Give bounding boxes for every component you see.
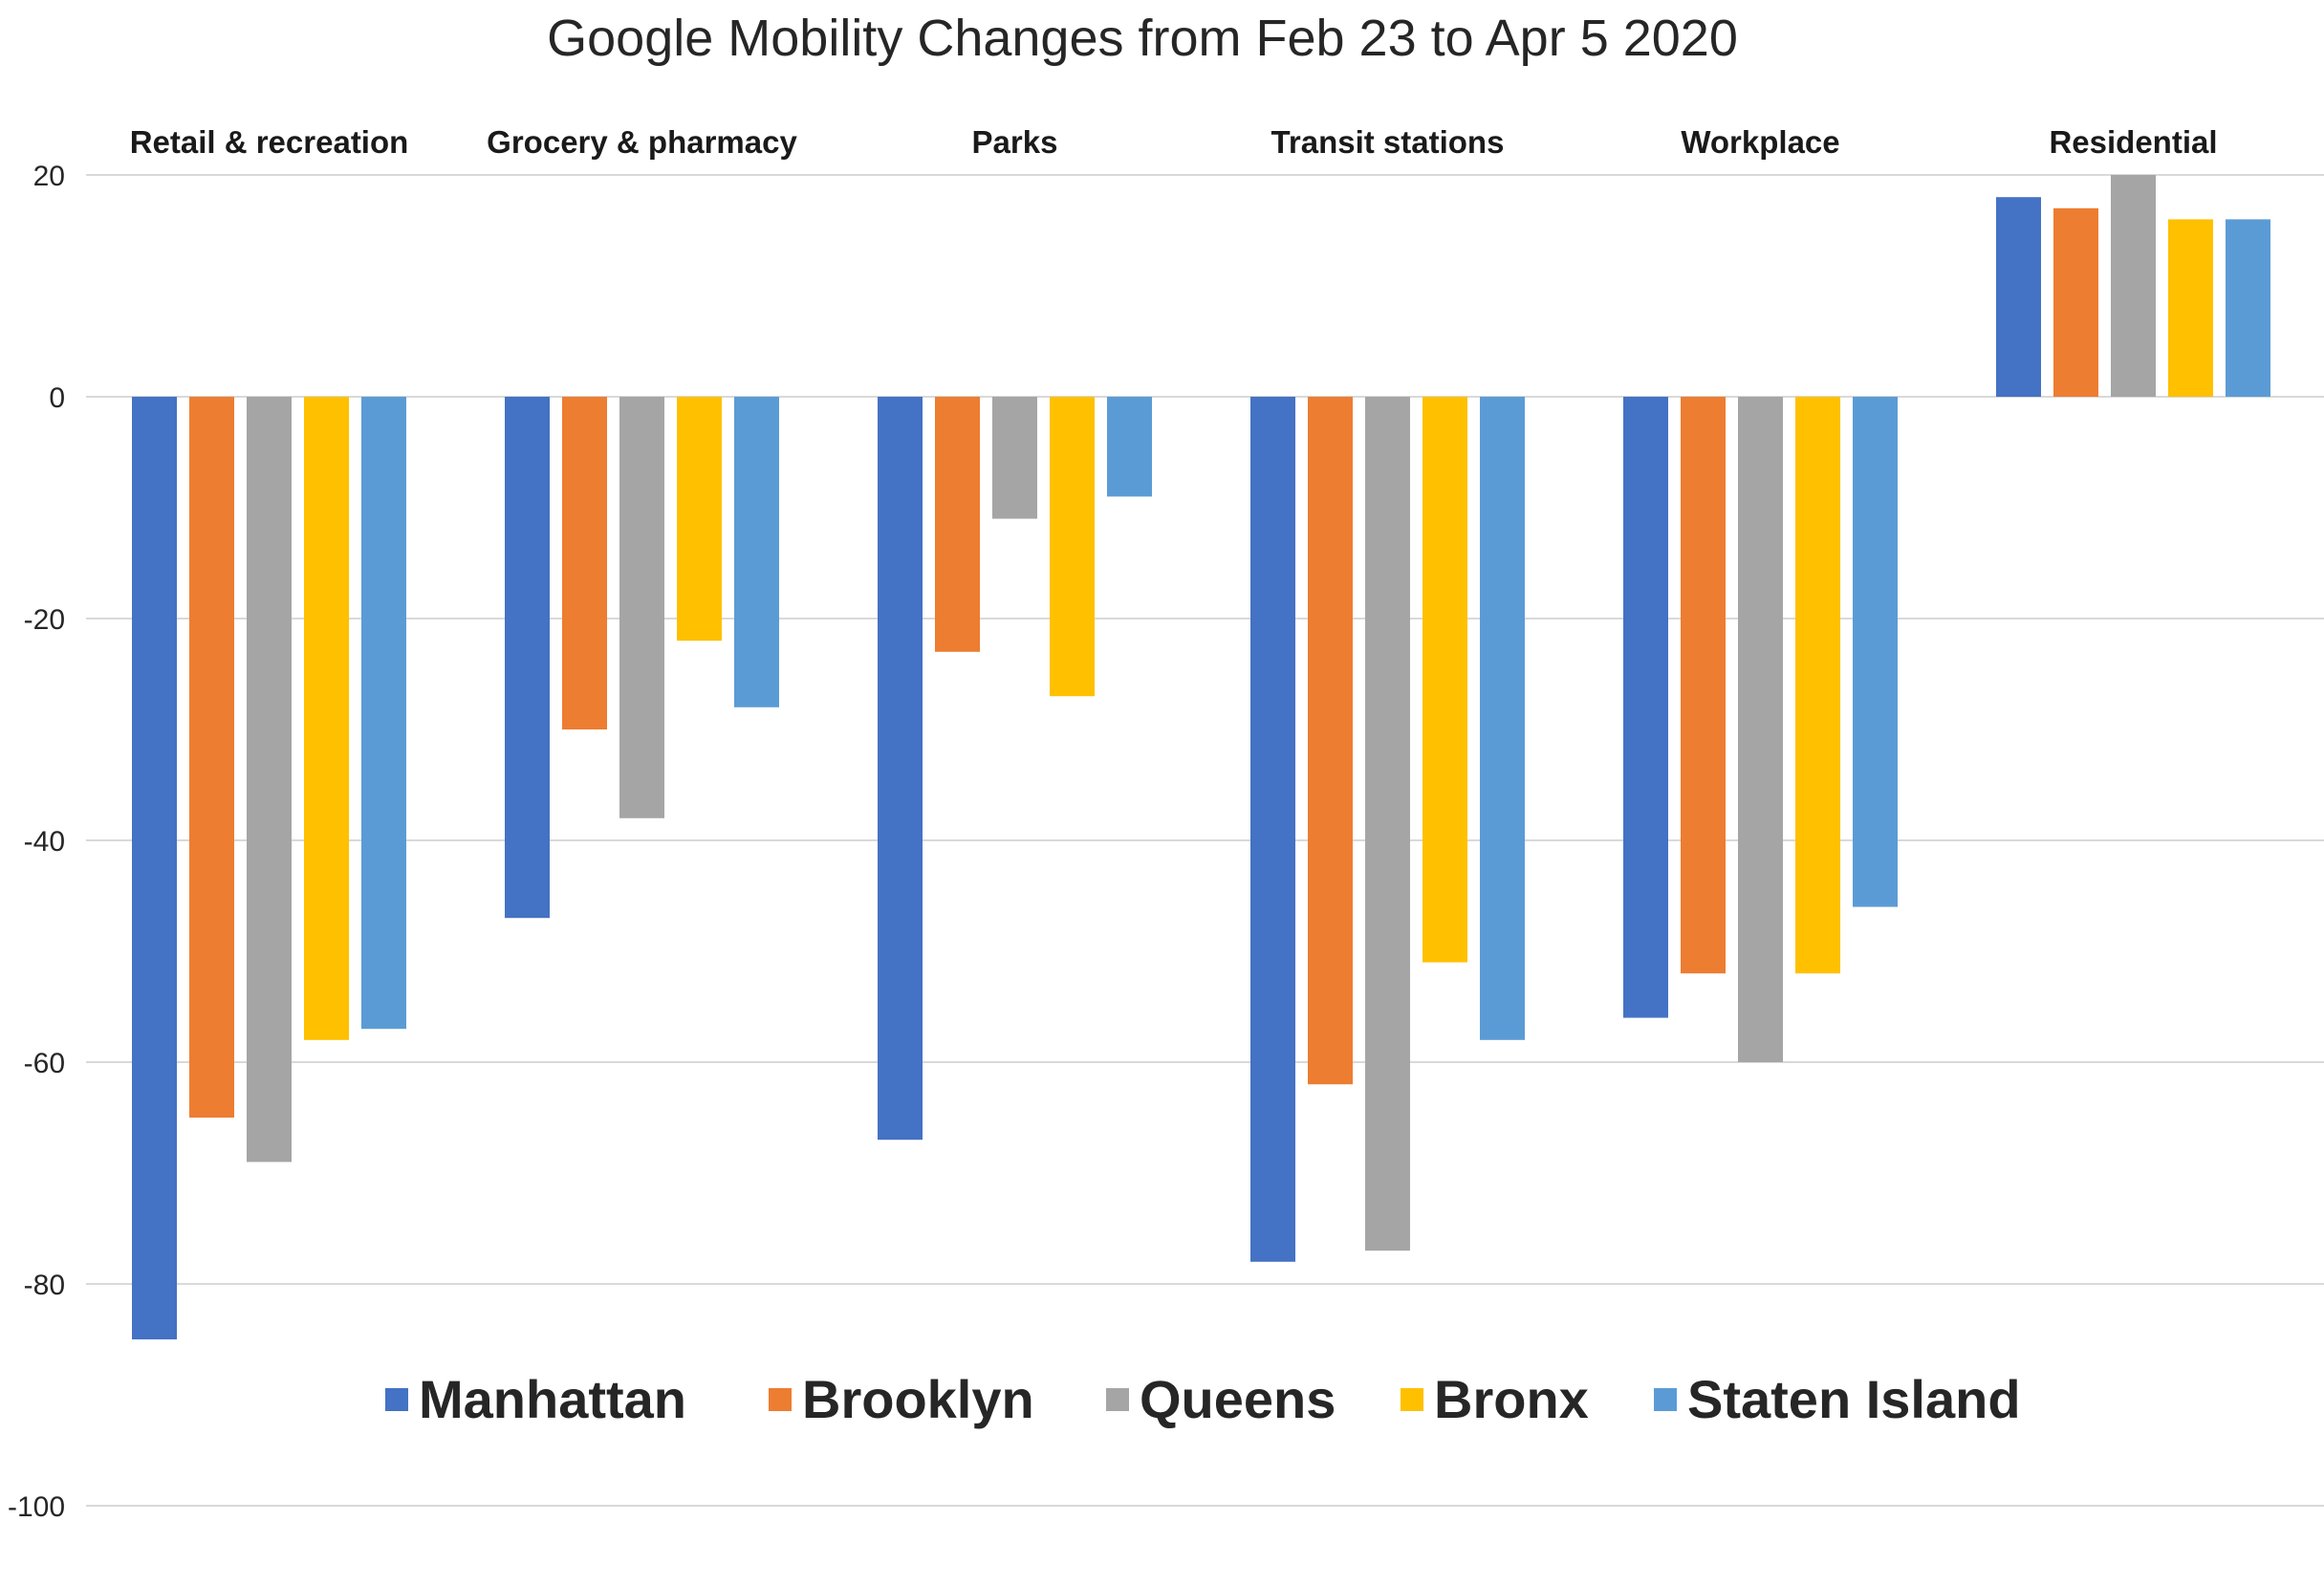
legend-label-brooklyn: Brooklyn: [802, 1369, 1034, 1429]
bar-bronx-transit-stations: [1423, 397, 1467, 963]
bar-brooklyn-parks: [935, 397, 980, 652]
bar-manhattan-transit-stations: [1250, 397, 1295, 1262]
bar-staten-island-parks: [1107, 397, 1152, 497]
category-label-grocery-and-pharmacy: Grocery & pharmacy: [487, 124, 797, 160]
category-label-residential: Residential: [2049, 124, 2217, 160]
gridlines: [86, 174, 2324, 1507]
y-tick-label: -40: [24, 826, 65, 858]
legend-label-manhattan: Manhattan: [419, 1369, 686, 1429]
category-label-retail-and-recreation: Retail & recreation: [130, 124, 409, 160]
category-labels: Retail & recreation Grocery & pharmacy Par…: [130, 124, 2218, 160]
bar-queens-transit-stations: [1365, 397, 1410, 1251]
y-tick-label: -20: [24, 604, 65, 636]
bar-brooklyn-residential: [2053, 207, 2098, 397]
category-label-parks: Parks: [972, 124, 1058, 160]
y-tick-label: -60: [24, 1048, 65, 1079]
bar-bronx-residential: [2168, 219, 2213, 397]
bar-manhattan-parks: [878, 397, 923, 1141]
y-tick-label: 0: [49, 382, 65, 414]
bar-brooklyn-retail-and-recreation: [189, 397, 234, 1118]
bar-manhattan-workplace: [1623, 397, 1668, 1018]
bar-staten-island-residential: [2226, 219, 2270, 397]
y-tick-label: -80: [24, 1270, 65, 1301]
category-label-transit-stations: Transit stations: [1271, 124, 1505, 160]
bar-queens-residential: [2111, 175, 2156, 397]
bar-manhattan-retail-and-recreation: [132, 397, 177, 1339]
bar-bronx-workplace: [1795, 397, 1840, 974]
y-tick-label: -100: [8, 1491, 65, 1523]
chart-title: Google Mobility Changes from Feb 23 to A…: [547, 10, 1738, 67]
legend-label-staten-island: Staten Island: [1687, 1369, 2021, 1429]
bar-queens-grocery-and-pharmacy: [619, 397, 664, 818]
bar-bronx-retail-and-recreation: [304, 397, 349, 1040]
bar-staten-island-workplace: [1853, 397, 1898, 907]
bar-brooklyn-transit-stations: [1308, 397, 1353, 1085]
bar-queens-retail-and-recreation: [247, 397, 292, 1163]
legend-swatch-queens: [1106, 1388, 1129, 1411]
bar-staten-island-grocery-and-pharmacy: [734, 397, 779, 707]
bar-bronx-grocery-and-pharmacy: [677, 397, 722, 641]
legend-swatch-brooklyn: [769, 1388, 792, 1411]
category-label-workplace: Workplace: [1681, 124, 1839, 160]
legend-swatch-bronx: [1401, 1388, 1423, 1411]
legend-label-bronx: Bronx: [1434, 1369, 1589, 1429]
bar-staten-island-retail-and-recreation: [361, 397, 406, 1030]
bar-bronx-parks: [1050, 397, 1095, 697]
bar-queens-parks: [992, 397, 1037, 519]
legend-label-queens: Queens: [1140, 1369, 1336, 1429]
bar-queens-workplace: [1738, 397, 1783, 1062]
bar-brooklyn-grocery-and-pharmacy: [562, 397, 607, 729]
legend: Manhattan Brooklyn Queens Bronx Staten Islan…: [385, 1369, 2021, 1429]
legend-swatch-staten-island: [1654, 1388, 1677, 1411]
y-axis-tick-labels: 20 0 -20 -40 -60 -80 -100: [8, 161, 65, 1523]
bar-brooklyn-workplace: [1681, 397, 1726, 974]
legend-swatch-manhattan: [385, 1388, 408, 1411]
bar-manhattan-grocery-and-pharmacy: [505, 397, 550, 919]
y-tick-label: 20: [33, 161, 65, 192]
bar-staten-island-transit-stations: [1480, 397, 1525, 1040]
bar-manhattan-residential: [1996, 197, 2041, 397]
bars: [132, 175, 2270, 1339]
